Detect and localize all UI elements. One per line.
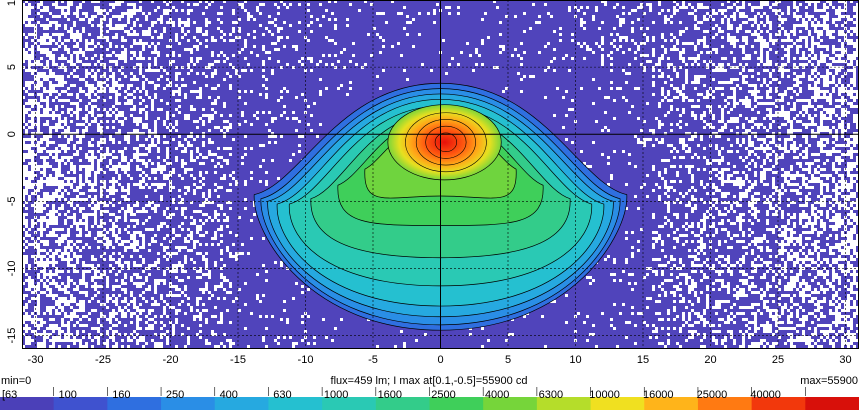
colorbar-label: 25000	[697, 389, 728, 401]
colorbar-swatch	[53, 396, 108, 410]
colorbar-label: 6300	[539, 389, 563, 401]
peak-contour	[415, 119, 476, 166]
x-tick-label: -30	[28, 354, 44, 366]
peak-contour	[425, 125, 467, 159]
colorbar-swatch	[429, 396, 484, 410]
x-tick-label: 25	[772, 354, 784, 366]
min-value-label: min=0	[1, 375, 31, 387]
colorbar-swatch	[751, 396, 806, 410]
crosshair-lines	[22, 0, 859, 349]
colorbar-label: 16000	[643, 389, 674, 401]
flux-info-label: flux=459 lm; I max at[0.1,-0.5]=55900 cd	[331, 375, 528, 387]
colorbar-label: 250	[166, 389, 184, 401]
max-value-label: max=55900	[800, 375, 858, 387]
colorbar-swatch	[322, 396, 377, 410]
colorbar-label: 1000	[324, 389, 348, 401]
y-tick-label: 5	[6, 64, 18, 70]
plot-area	[22, 0, 859, 349]
peak-contour	[405, 112, 487, 173]
x-tick-label: 10	[569, 354, 581, 366]
colorbar-label: 160	[112, 389, 130, 401]
x-tick-label: 20	[704, 354, 716, 366]
colorbar-label: 4000	[485, 389, 509, 401]
colorbar-label: 100	[59, 389, 77, 401]
x-tick-label: -5	[368, 354, 378, 366]
x-tick-label: -25	[95, 354, 111, 366]
x-tick-label: 5	[505, 354, 511, 366]
colorbar-swatch	[590, 396, 645, 410]
colorbar-legend: [63 100 160 250 400 630 1000 1600 2500 4000 6300 10…	[0, 387, 859, 410]
colorbar-label: [63	[2, 389, 17, 401]
colorbar-label: 400	[220, 389, 238, 401]
x-tick-label: -20	[163, 354, 179, 366]
colorbar-swatch	[805, 396, 859, 410]
x-tick-label: 15	[637, 354, 649, 366]
x-axis-ticks: -30 -25 -20 -15 -10 -5 0 5 10 15 20 25 30	[28, 354, 852, 366]
colorbar-swatch	[268, 396, 323, 410]
grid-lines	[22, 0, 859, 349]
colorbar-swatch	[161, 396, 216, 410]
colorbar-swatch	[0, 396, 55, 410]
colorbar-swatch	[536, 396, 592, 410]
colorbar-label: 1600	[378, 389, 402, 401]
x-tick-label: 30	[839, 354, 851, 366]
colorbar-label: 40000	[750, 389, 781, 401]
x-tick-label: -10	[298, 354, 314, 366]
colorbar-label: 2500	[431, 389, 455, 401]
x-tick-label: 0	[437, 354, 443, 366]
y-tick-label: 10	[6, 0, 18, 6]
y-tick-label: -10	[6, 261, 18, 277]
colorbar-swatch	[697, 396, 753, 410]
y-axis-ticks: 10 5 0 -5 -10 -15	[6, 0, 18, 344]
y-tick-label: -15	[6, 328, 18, 344]
colorbar-swatch	[375, 396, 430, 410]
colorbar-swatch	[107, 396, 162, 410]
colorbar-swatch	[214, 396, 269, 410]
colorbar-swatch	[644, 396, 699, 410]
peak-contour	[434, 132, 458, 152]
x-tick-label: -15	[230, 354, 246, 366]
peak-hotspot	[387, 104, 502, 181]
colorbar-swatch	[483, 396, 538, 410]
colorbar-label: 630	[273, 389, 291, 401]
y-tick-label: -5	[6, 196, 18, 206]
colorbar-label: 10000	[589, 389, 620, 401]
y-tick-label: 0	[6, 131, 18, 137]
